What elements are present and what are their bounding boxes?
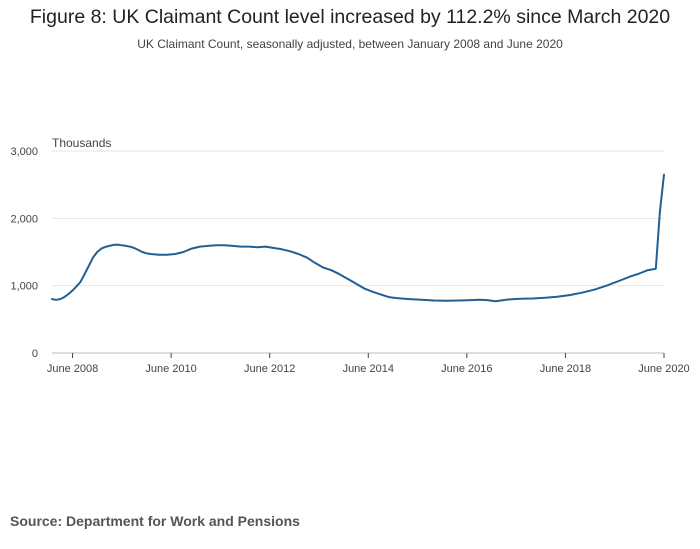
x-tick-label: June 2010 (145, 363, 196, 375)
x-tick-label: June 2020 (638, 363, 689, 375)
units-label: Thousands (52, 136, 111, 150)
x-tick-label: June 2016 (441, 363, 492, 375)
x-axis: June 2008 June 2010 June 2012 June 2014 June… (47, 353, 690, 375)
chart-title: Figure 8: UK Claimant Count level increa… (29, 6, 671, 28)
x-tick-label: June 2012 (244, 363, 295, 375)
x-tick-label: June 2008 (47, 363, 98, 375)
y-tick-label: 2,000 (10, 213, 38, 225)
y-axis-labels: 0 1,000 2,000 3,000 (10, 146, 38, 360)
x-tick-label: June 2014 (343, 363, 394, 375)
y-tick-label: 1,000 (10, 281, 38, 293)
y-tick-label: 3,000 (10, 146, 38, 158)
chart-subtitle: UK Claimant Count, seasonally adjusted, … (137, 37, 563, 51)
source-note: Source: Department for Work and Pensions (10, 513, 300, 529)
y-tick-label: 0 (32, 348, 38, 360)
series-layer (51, 173, 665, 303)
x-tick-label: June 2018 (540, 363, 591, 375)
grid-lines (52, 150, 664, 354)
series-line-claimant-count (51, 173, 665, 303)
